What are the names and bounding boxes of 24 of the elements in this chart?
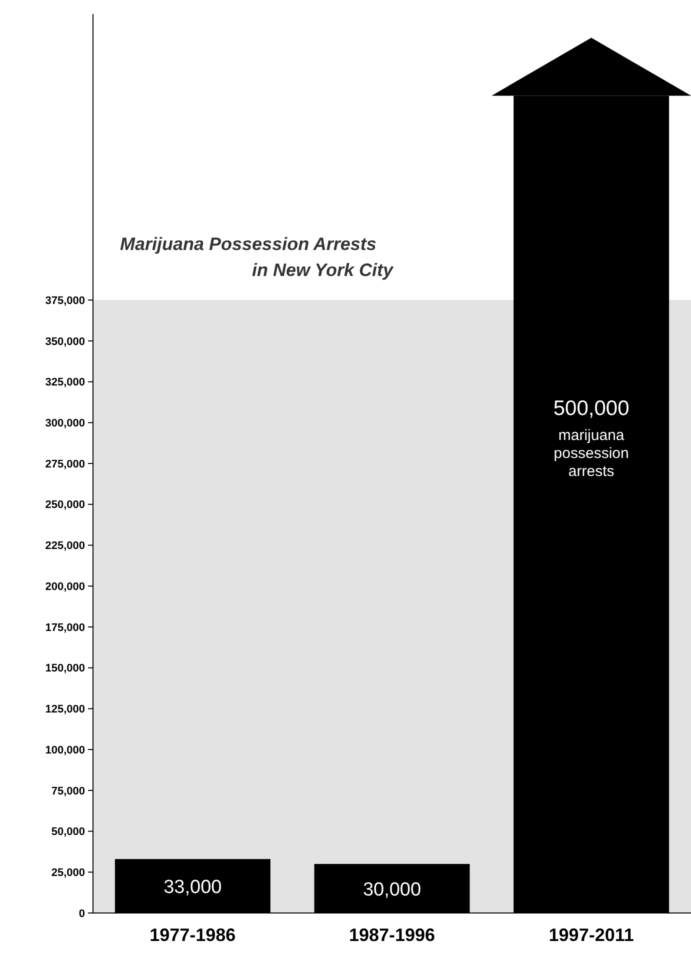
data-label: 33,000 — [164, 877, 222, 898]
y-tick-label: 225,000 — [45, 540, 85, 552]
y-tick-label: 50,000 — [51, 826, 85, 838]
x-tick-label: 1977-1986 — [150, 925, 236, 945]
y-tick-label: 125,000 — [45, 704, 85, 716]
y-tick-label: 275,000 — [45, 458, 85, 470]
y-tick-label: 300,000 — [45, 417, 85, 430]
y-tick-label: 200,000 — [45, 580, 85, 593]
data-label: 30,000 — [362, 879, 422, 900]
data-label: 500,000 — [553, 397, 630, 420]
y-tick-label: 350,000 — [45, 336, 85, 348]
y-tick-label: 75,000 — [51, 785, 85, 798]
y-tick-label: 0 — [78, 908, 85, 920]
y-tick-label: 325,000 — [45, 376, 85, 389]
y-tick-label: 25,000 — [51, 866, 85, 879]
y-tick-label: 250,000 — [45, 499, 85, 512]
x-tick-label: 1997-2011 — [548, 925, 634, 945]
y-tick-label: 100,000 — [45, 744, 85, 756]
x-tick-label: 1987-1996 — [348, 925, 436, 945]
annotation: marijuana possession arrests — [554, 427, 629, 480]
text: Marijuana Possession Arrests in New York City — [120, 234, 394, 280]
y-tick-label: 150,000 — [45, 662, 85, 675]
y-tick-label: 375,000 — [45, 294, 85, 307]
y-tick-label: 175,000 — [45, 622, 85, 634]
